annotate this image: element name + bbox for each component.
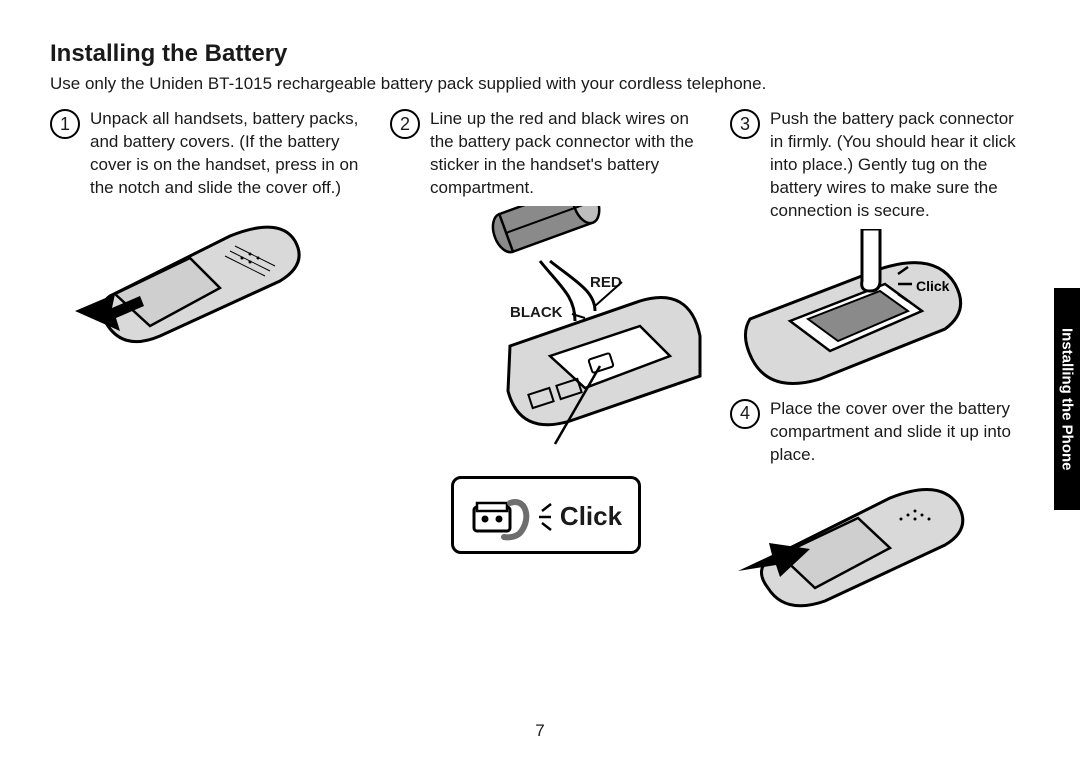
step-3: 3 Push the battery pack connector in fir…	[730, 108, 1030, 223]
step-number-1: 1	[50, 109, 80, 139]
step-text-1: Unpack all handsets, battery packs, and …	[90, 108, 362, 200]
step-number-3: 3	[730, 109, 760, 139]
column-3: 3 Push the battery pack connector in fir…	[730, 108, 1030, 628]
illustration-4	[730, 473, 1030, 628]
step-2: 2 Line up the red and black wires on the…	[390, 108, 702, 200]
click-label-big: Click	[560, 501, 622, 532]
page-number: 7	[0, 721, 1080, 741]
step-text-4: Place the cover over the battery compart…	[770, 398, 1030, 467]
column-1: 1 Unpack all handsets, battery packs, an…	[50, 108, 362, 628]
side-tab: Installing the Phone	[1054, 288, 1080, 510]
columns: 1 Unpack all handsets, battery packs, an…	[50, 108, 1030, 628]
step-number-4: 4	[730, 399, 760, 429]
svg-text:Click: Click	[916, 278, 950, 294]
step-text-3: Push the battery pack connector in firml…	[770, 108, 1030, 223]
manual-page: Installing the Battery Use only the Unid…	[0, 0, 1080, 759]
intro-text: Use only the Uniden BT-1015 rechargeable…	[50, 74, 1030, 94]
illustration-1	[50, 206, 362, 351]
step-number-2: 2	[390, 109, 420, 139]
click-callout: Click	[451, 476, 641, 554]
illustration-3: Click	[730, 229, 1030, 394]
step-1: 1 Unpack all handsets, battery packs, an…	[50, 108, 362, 200]
step-4: 4 Place the cover over the battery compa…	[730, 398, 1030, 467]
page-heading: Installing the Battery	[50, 40, 1030, 68]
illustration-2: RED BLACK	[390, 206, 702, 466]
column-2: 2 Line up the red and black wires on the…	[390, 108, 702, 628]
click-burst-icon	[538, 502, 552, 532]
step-text-2: Line up the red and black wires on the b…	[430, 108, 702, 200]
